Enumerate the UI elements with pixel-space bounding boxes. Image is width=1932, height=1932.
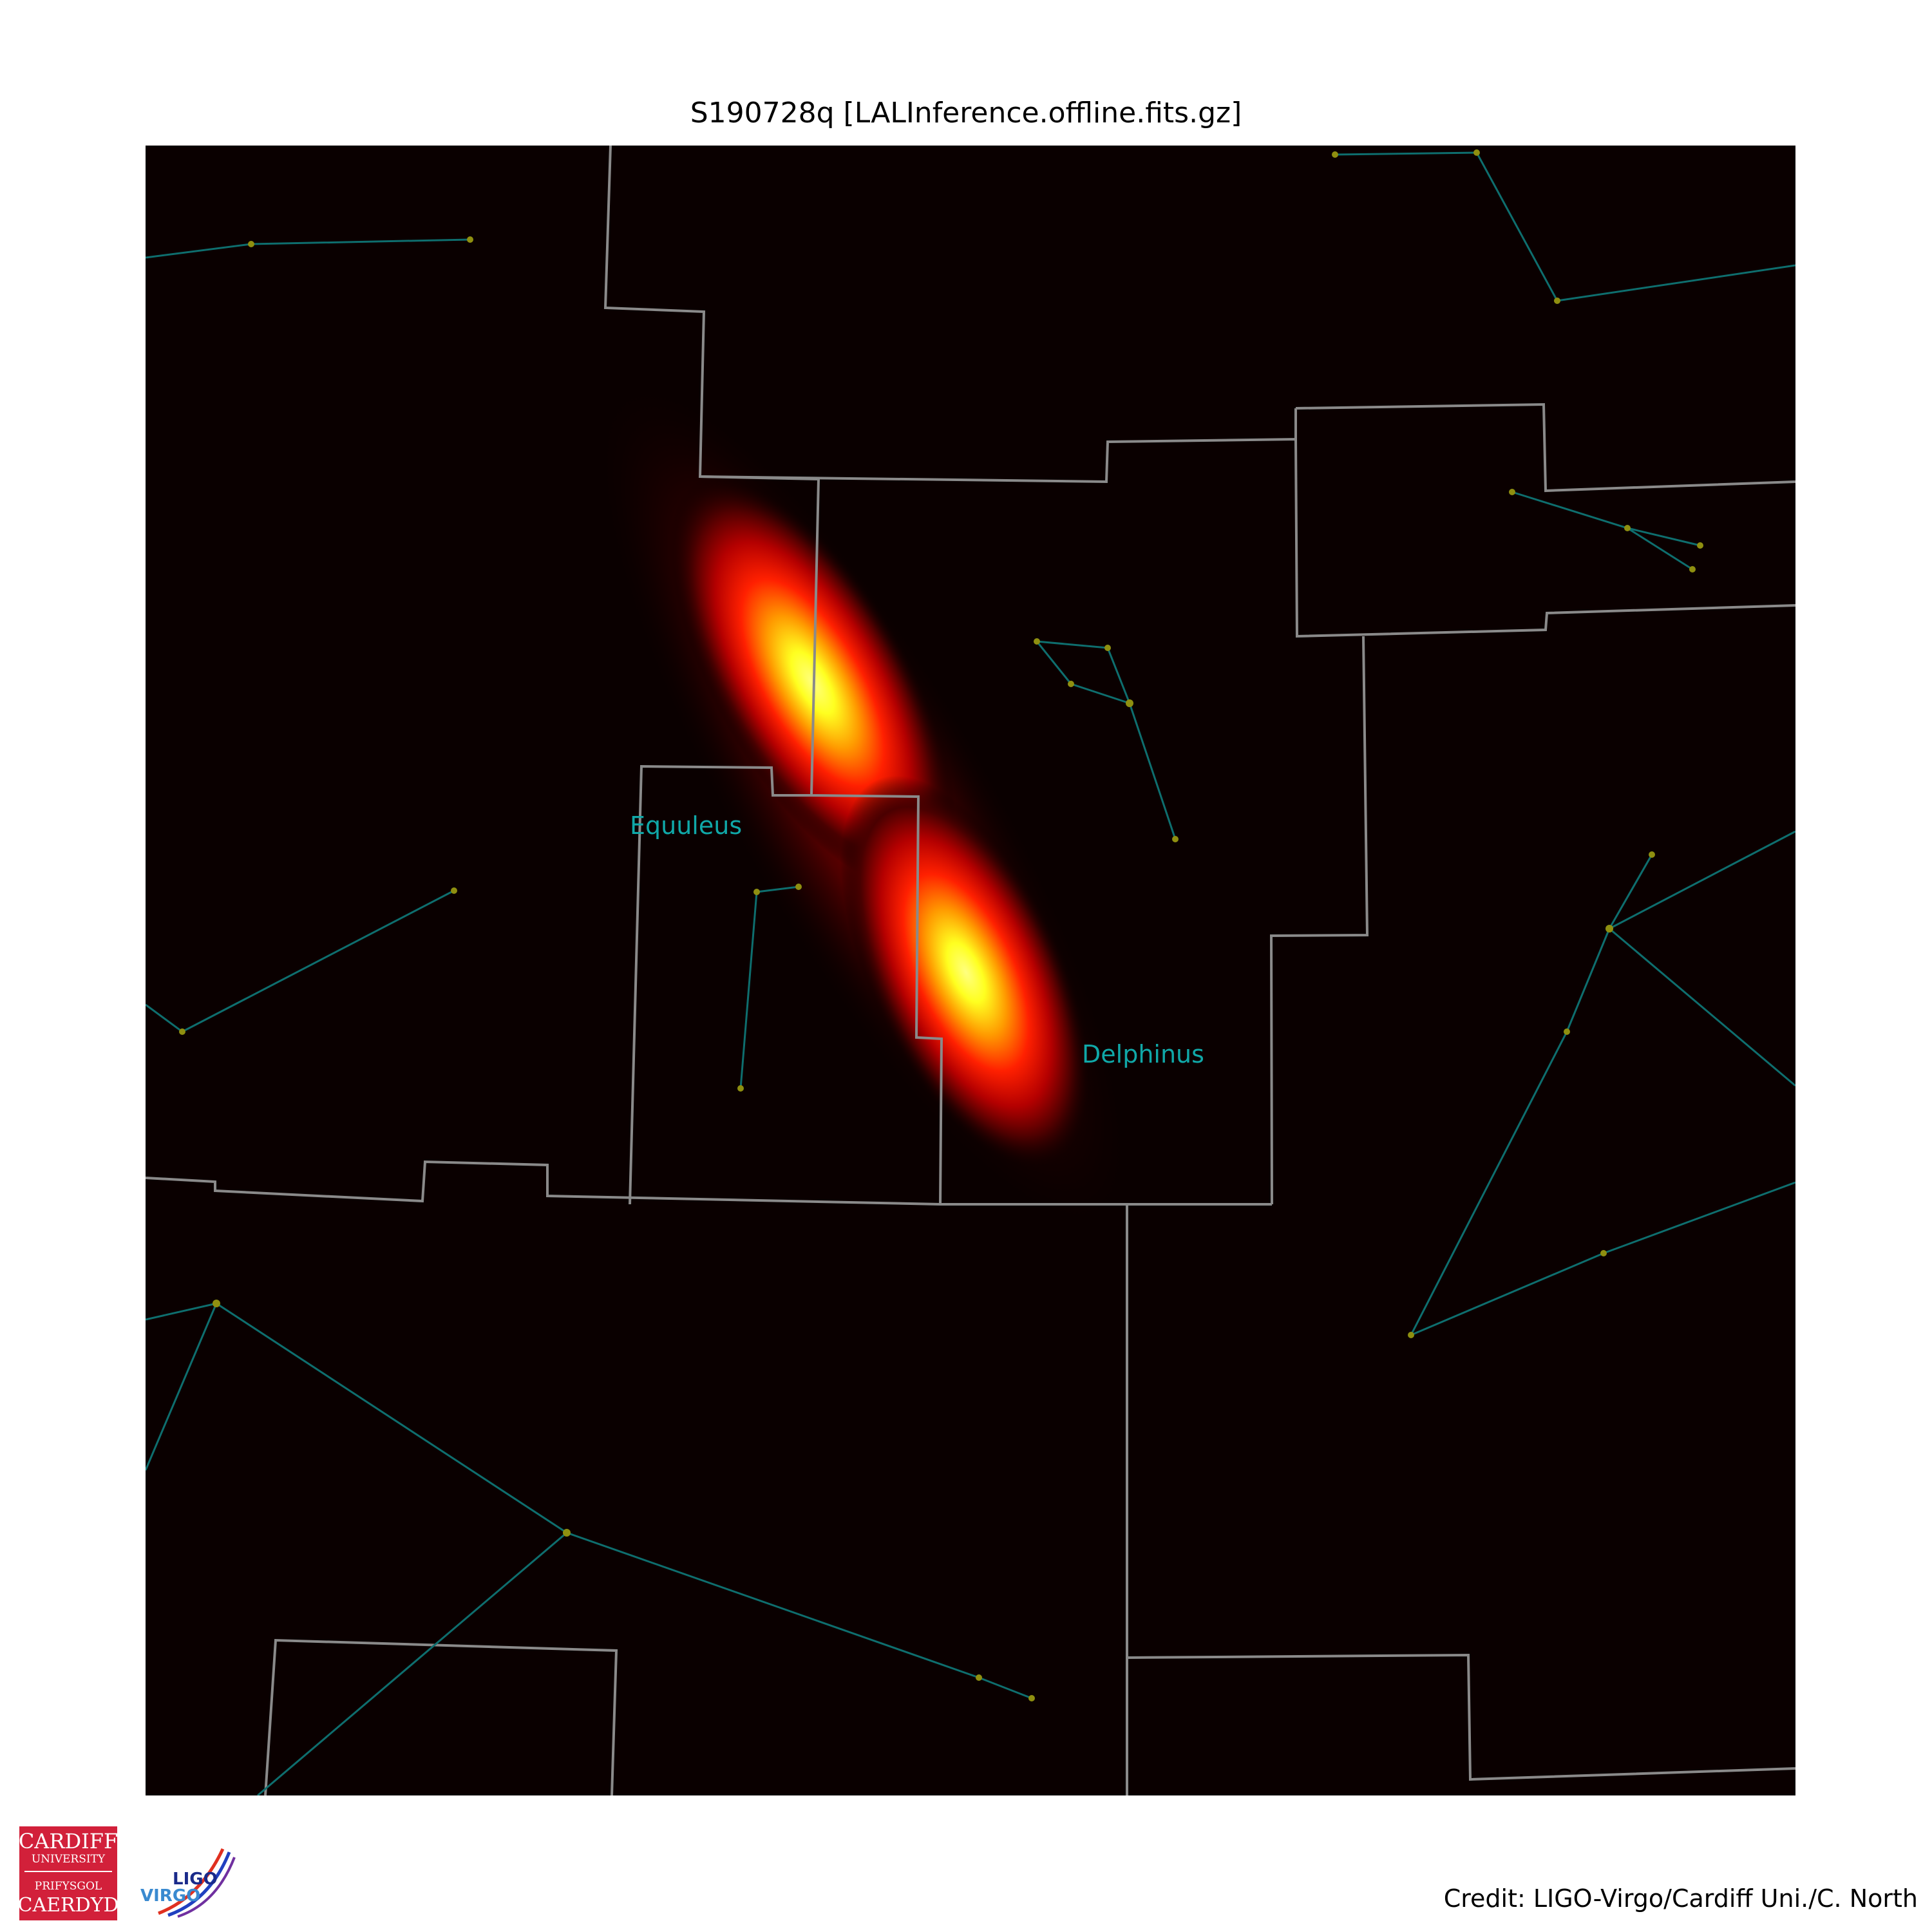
ligo-logo-text: LIGO bbox=[173, 1870, 218, 1889]
star bbox=[1473, 149, 1480, 156]
star bbox=[1172, 836, 1179, 842]
boundary-line bbox=[1269, 636, 1369, 1205]
star bbox=[467, 236, 473, 243]
star bbox=[1068, 681, 1074, 687]
probability-lobe-south bbox=[840, 775, 1092, 1170]
boundary-line bbox=[603, 146, 943, 1205]
constellation-line bbox=[1128, 703, 1177, 840]
star bbox=[213, 1300, 220, 1307]
star bbox=[1408, 1332, 1414, 1338]
constellation-line bbox=[216, 1302, 1032, 1700]
constellation-line bbox=[257, 1531, 567, 1795]
constellation-label-equuleus: Equuleus bbox=[630, 811, 742, 840]
star bbox=[1564, 1028, 1570, 1035]
star bbox=[737, 1085, 744, 1092]
star bbox=[1689, 566, 1696, 573]
ligo-virgo-logo: LIGO VIRGO bbox=[140, 1848, 236, 1918]
star bbox=[1104, 645, 1111, 651]
boundary-line bbox=[699, 437, 1795, 638]
star bbox=[795, 884, 802, 890]
boundary-line bbox=[1126, 1653, 1795, 1781]
star bbox=[1509, 489, 1515, 495]
star bbox=[753, 889, 760, 895]
boundary-line bbox=[1295, 402, 1795, 493]
constellation-boundaries bbox=[146, 146, 1795, 1795]
cardiff-logo-line2: UNIVERSITY bbox=[32, 1853, 106, 1866]
star bbox=[179, 1028, 185, 1035]
cardiff-logo-line4: CAERDYD bbox=[19, 1894, 117, 1917]
star bbox=[1697, 542, 1703, 549]
star bbox=[1028, 1695, 1035, 1701]
boundary-line bbox=[629, 764, 811, 1205]
star bbox=[976, 1674, 982, 1681]
boundary-line bbox=[264, 1638, 618, 1795]
map-title: S190728q [LALInference.offline.fits.gz] bbox=[690, 97, 1242, 129]
constellation-line bbox=[1609, 927, 1795, 1087]
star bbox=[248, 241, 254, 247]
star bbox=[451, 887, 457, 894]
star bbox=[1332, 151, 1338, 158]
cardiff-logo-line1: CARDIFF bbox=[19, 1829, 117, 1853]
star bbox=[1605, 925, 1613, 933]
constellation-label-delphinus: Delphinus bbox=[1082, 1040, 1204, 1068]
stars bbox=[179, 149, 1703, 1701]
cardiff-logo-line3: PRIFYSGOL bbox=[35, 1880, 102, 1893]
star bbox=[1554, 298, 1560, 304]
constellation-line bbox=[1627, 527, 1693, 571]
constellation-line bbox=[1334, 151, 1795, 302]
boundary-line bbox=[146, 1160, 1272, 1206]
star bbox=[1034, 638, 1040, 645]
star bbox=[1624, 525, 1631, 531]
cardiff-university-logo: CARDIFF UNIVERSITY PRIFYSGOL CAERDYD bbox=[19, 1826, 117, 1920]
virgo-logo-text: VIRGO bbox=[140, 1886, 200, 1906]
star bbox=[1649, 851, 1655, 858]
star bbox=[1600, 1250, 1607, 1256]
star bbox=[563, 1529, 571, 1537]
sky-map[interactable]: Equuleus Delphinus bbox=[146, 146, 1795, 1795]
star bbox=[1126, 699, 1133, 707]
credit-text: Credit: LIGO-Virgo/Cardiff Uni./C. North bbox=[1443, 1884, 1918, 1913]
